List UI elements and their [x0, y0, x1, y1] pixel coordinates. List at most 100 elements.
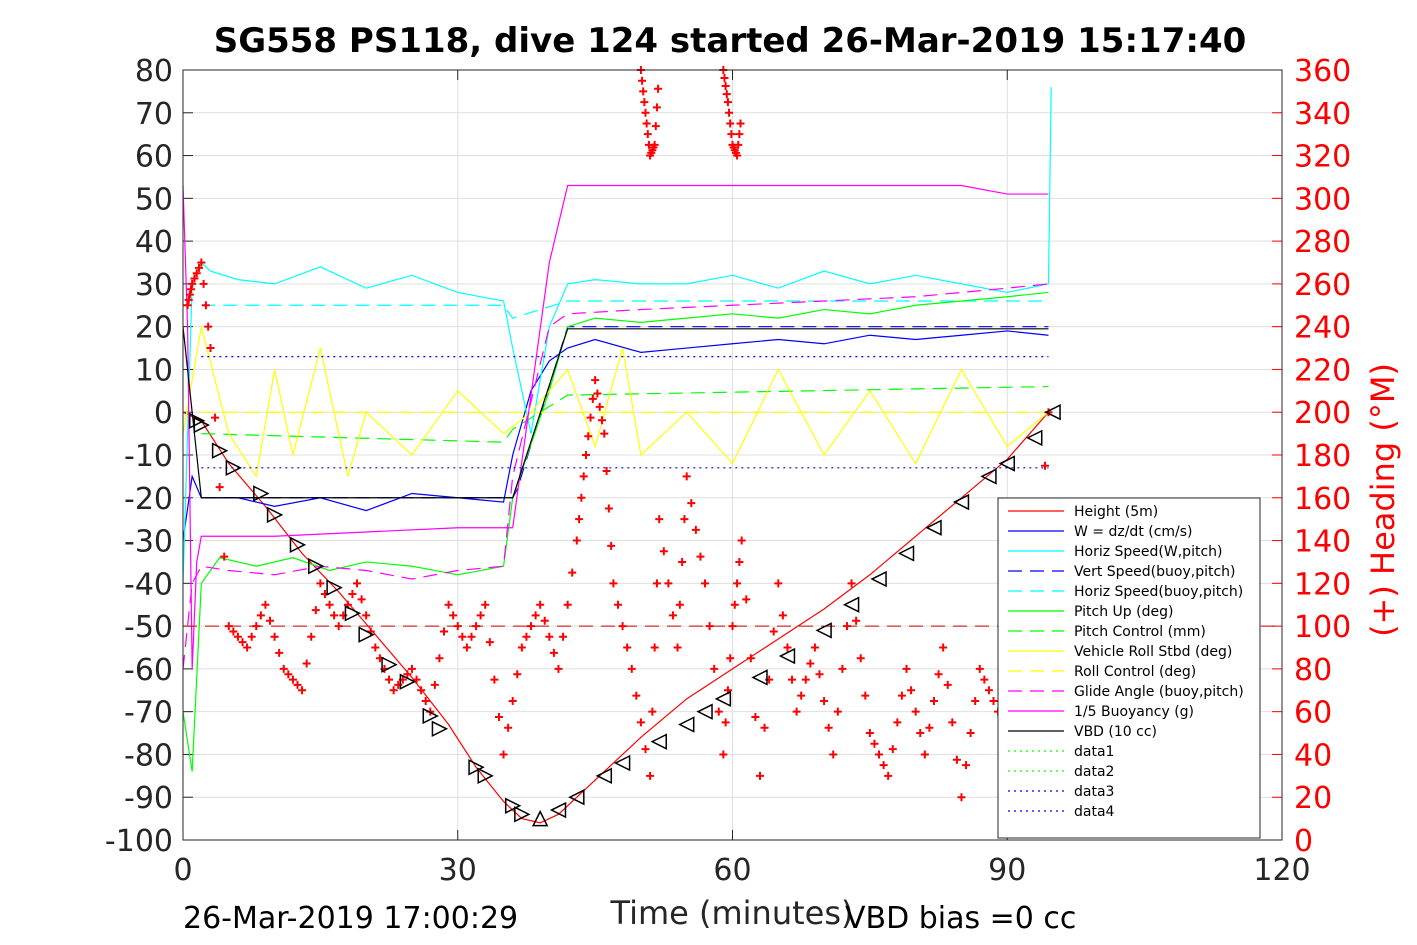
heading-marker	[755, 771, 764, 780]
heading-marker	[948, 718, 957, 727]
heading-marker	[774, 579, 783, 588]
footer-vbd-bias: VBD bias =0 cc	[845, 901, 1076, 936]
legend-label: Height (5m)	[1074, 504, 1158, 520]
heading-marker	[680, 515, 689, 524]
height-triangle-marker	[504, 797, 522, 814]
heading-marker	[334, 622, 343, 631]
series-line	[182, 283, 1049, 669]
heading-marker	[522, 632, 531, 641]
heading-marker	[720, 74, 729, 83]
y-tick-label-right: 180	[1294, 439, 1351, 474]
heading-marker	[640, 98, 649, 107]
heading-marker	[412, 675, 421, 684]
heading-marker	[736, 119, 745, 128]
legend-label: Vert Speed(buoy,pitch)	[1074, 564, 1236, 580]
heading-marker	[192, 269, 201, 278]
heading-marker	[357, 595, 366, 604]
heading-marker	[602, 467, 611, 476]
heading-marker	[275, 648, 284, 657]
heading-marker	[902, 664, 911, 673]
heading-marker	[233, 632, 242, 641]
heading-marker	[636, 718, 645, 727]
height-triangle-marker	[714, 690, 732, 708]
heading-marker	[888, 745, 897, 754]
heading-marker	[984, 686, 993, 695]
heading-marker	[696, 552, 705, 561]
heading-marker	[485, 638, 494, 647]
heading-marker	[540, 616, 549, 625]
y-tick-label-right: 260	[1294, 268, 1351, 303]
y-tick-label-right: 40	[1294, 738, 1332, 773]
y-tick-label-right: 360	[1294, 54, 1351, 89]
heading-marker	[723, 98, 732, 107]
heading-marker	[449, 611, 458, 620]
heading-marker	[563, 600, 572, 609]
heading-marker	[362, 611, 371, 620]
height-triangle-marker	[650, 733, 667, 750]
heading-marker	[719, 750, 728, 759]
heading-marker	[224, 622, 233, 631]
heading-marker	[943, 680, 952, 689]
heading-marker	[586, 413, 595, 422]
y-tick-label-right: 100	[1294, 610, 1351, 645]
heading-marker	[824, 723, 833, 732]
heading-marker	[934, 670, 943, 679]
y-tick-label-right: 300	[1294, 182, 1351, 217]
y-tick-label-right: 0	[1294, 824, 1313, 859]
heading-marker	[691, 525, 700, 534]
legend-label: Glide Angle (buoy,pitch)	[1074, 684, 1244, 700]
heading-marker	[348, 590, 357, 599]
height-triangle-marker	[952, 493, 970, 511]
heading-marker	[897, 691, 906, 700]
y-tick-label-left: -20	[124, 482, 173, 517]
height-triangle-marker	[225, 459, 243, 477]
heading-marker	[884, 771, 893, 780]
heading-marker	[403, 670, 412, 679]
y-tick-label-left: -80	[124, 738, 173, 773]
heading-marker	[440, 627, 449, 636]
legend-label: Vehicle Roll Stbd (deg)	[1074, 644, 1232, 660]
heading-marker	[256, 611, 265, 620]
height-triangle-marker	[266, 506, 284, 524]
heading-marker	[407, 664, 416, 673]
heading-marker	[735, 557, 744, 566]
y-tick-label-right: 200	[1294, 396, 1351, 431]
legend-label: Horiz Speed(W,pitch)	[1074, 544, 1222, 560]
heading-marker	[204, 322, 213, 331]
heading-marker	[642, 119, 651, 128]
heading-marker	[211, 413, 220, 422]
y-tick-label-left: -30	[124, 525, 173, 560]
footer-timestamp: 26-Mar-2019 17:00:29	[183, 901, 518, 936]
heading-marker	[195, 263, 204, 272]
heading-marker	[293, 680, 302, 689]
heading-marker	[722, 90, 731, 99]
heading-marker	[444, 600, 453, 609]
legend-box	[997, 497, 1261, 839]
heading-marker	[247, 632, 256, 641]
height-triangle-marker	[897, 545, 915, 562]
heading-marker	[678, 557, 687, 566]
x-tick-label: 30	[439, 853, 477, 888]
heading-marker	[417, 686, 426, 695]
y-axis-label-right: (+) Heading (°M)	[1364, 363, 1402, 637]
heading-marker	[879, 761, 888, 770]
legend: Height (5m) W = dz/dt (cm/s) Horiz Speed(W…	[997, 497, 1261, 839]
y-tick-label-right: 220	[1294, 353, 1351, 388]
heading-marker	[476, 611, 485, 620]
y-tick-label-left: 70	[135, 97, 173, 132]
y-tick-label-left: -50	[124, 610, 173, 645]
heading-marker	[430, 680, 439, 689]
height-triangle-marker	[595, 767, 613, 785]
heading-marker	[833, 707, 842, 716]
heading-marker	[783, 643, 792, 652]
heading-marker	[727, 130, 736, 139]
y-tick-label-right: 240	[1294, 311, 1351, 346]
y-tick-label-right: 340	[1294, 97, 1351, 132]
heading-marker	[746, 654, 755, 663]
heading-marker	[838, 664, 847, 673]
heading-marker	[652, 103, 661, 112]
height-triangle-marker	[381, 656, 398, 673]
heading-marker	[607, 541, 616, 550]
heading-marker	[810, 643, 819, 652]
heading-marker	[472, 622, 481, 631]
